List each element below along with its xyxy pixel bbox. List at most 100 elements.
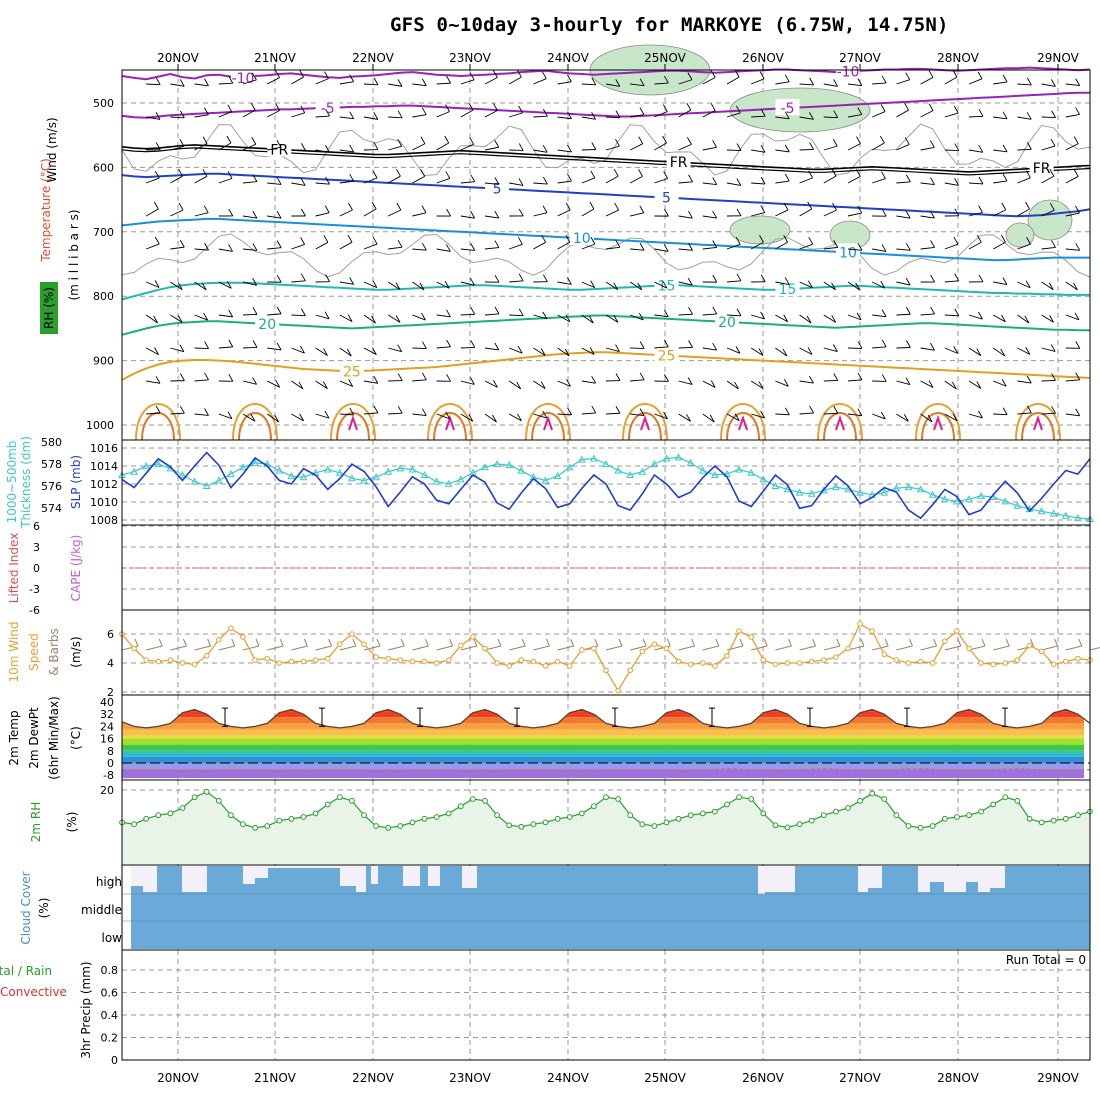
wind-speed-point	[821, 657, 827, 663]
rh-point	[990, 801, 997, 808]
wind-barb	[605, 246, 620, 250]
wind-barb-flag	[517, 345, 523, 354]
wind-speed-point	[288, 658, 295, 665]
wind-barb	[944, 347, 958, 354]
wind-barb	[363, 116, 378, 120]
wind-barb-flag	[565, 202, 571, 211]
wind-barb-flag	[760, 410, 766, 419]
wind-barb-flag	[832, 138, 838, 147]
contour-label: FR	[1033, 161, 1051, 177]
wind-barb	[218, 82, 233, 85]
wind-barb	[605, 83, 620, 87]
wind-barb-flag	[396, 168, 401, 177]
wind-barb-flag	[421, 408, 427, 416]
wind-barb-flag	[324, 205, 330, 213]
contour-label: 15	[658, 278, 676, 294]
temperature-band	[122, 723, 1084, 730]
surface-wind-barb-flag	[400, 638, 405, 647]
hot-contour	[835, 414, 845, 431]
wind-speed-point	[506, 663, 513, 669]
wind-barb-flag	[155, 405, 161, 414]
surface-wind-barb	[436, 645, 453, 651]
wind-barb-flag	[857, 408, 863, 416]
thickness-point	[251, 458, 259, 466]
wind-barb	[823, 145, 838, 151]
wind-barb	[412, 281, 425, 291]
wind-barb	[581, 116, 596, 120]
date-label-bottom: 27NOV	[839, 1071, 881, 1085]
wind-barb	[412, 314, 426, 321]
thickness-point	[481, 463, 489, 471]
wind-barb-flag	[760, 145, 766, 153]
wind-barb-flag	[663, 411, 668, 420]
contour-label: FR	[270, 142, 288, 158]
rh-point	[1050, 817, 1057, 824]
wind-barb-flag	[1073, 169, 1079, 177]
thickness-point	[1074, 513, 1082, 521]
boundary-layer-contour	[726, 412, 760, 441]
wind-barb-flag	[1075, 341, 1081, 349]
surface-wind-barb	[533, 645, 550, 651]
wind-barb-flag	[687, 277, 693, 286]
date-label-top: 25NOV	[644, 51, 686, 65]
wind-barb-flag	[177, 315, 183, 323]
contour-label-bg	[267, 140, 292, 157]
wind-barb	[799, 412, 814, 415]
wind-barb	[654, 281, 668, 289]
boundary-layer-contour	[525, 403, 571, 441]
wind-barb-flag	[832, 202, 837, 211]
wind-barb-flag	[420, 169, 426, 177]
wind-barb-flag	[1026, 112, 1032, 120]
wind-barb-flag	[518, 237, 523, 245]
wind-barb	[388, 412, 403, 415]
wind-barb-flag	[783, 379, 789, 387]
wind-barb	[557, 413, 572, 416]
wind-barb	[388, 145, 402, 151]
thickness-point	[348, 474, 356, 482]
wind-barb-flag	[324, 311, 330, 320]
wind-barb-flag	[276, 275, 282, 283]
wind-barb	[726, 347, 741, 354]
wind-barb	[339, 180, 354, 184]
wind-barb	[775, 314, 788, 323]
wind-barb	[557, 81, 572, 85]
wind-barb-flag	[469, 137, 474, 145]
rh-point	[772, 822, 779, 829]
wind-barb	[436, 142, 449, 151]
wind-speed-point	[857, 621, 863, 627]
wind-barb-flag	[590, 280, 596, 288]
rh-point	[518, 823, 525, 830]
cloud-clear-patch	[858, 866, 868, 892]
surface-wind-barb-flag	[473, 638, 478, 647]
rh-point	[748, 796, 755, 802]
wind-barb-flag	[930, 177, 935, 185]
wind-barb-flag	[905, 377, 911, 385]
cloud-clear-patch	[990, 866, 1005, 888]
wind-barb-flag	[1024, 315, 1030, 324]
wind-barb	[872, 346, 887, 349]
wind-barb	[484, 215, 499, 219]
hot-contour	[640, 414, 650, 431]
wind-barb	[460, 181, 475, 184]
wind-speed-point	[1050, 661, 1057, 668]
wind-barb	[194, 347, 209, 350]
rh-point	[966, 812, 972, 819]
cloud-level-label: middle	[81, 903, 122, 917]
wind-barb-flag	[494, 177, 500, 185]
surface-wind-barb	[194, 645, 211, 651]
wind-barb-flag	[663, 171, 669, 179]
wind-barb-flag	[420, 136, 426, 144]
wind-speed-point	[978, 660, 984, 666]
wind-barb	[533, 413, 547, 419]
wind-barb	[581, 314, 594, 324]
date-label-bottom: 20NOV	[157, 1071, 199, 1085]
ylabel-temperature: Temperature (°C)	[39, 158, 53, 263]
wind-barb	[388, 347, 402, 353]
rh-point	[433, 814, 440, 820]
wind-barb-flag	[784, 277, 790, 285]
wind-barb	[509, 280, 524, 283]
wind-barb	[460, 215, 475, 219]
wind-barb	[992, 241, 1006, 250]
wind-barb	[678, 181, 693, 184]
wind-barb-flag	[976, 381, 982, 389]
